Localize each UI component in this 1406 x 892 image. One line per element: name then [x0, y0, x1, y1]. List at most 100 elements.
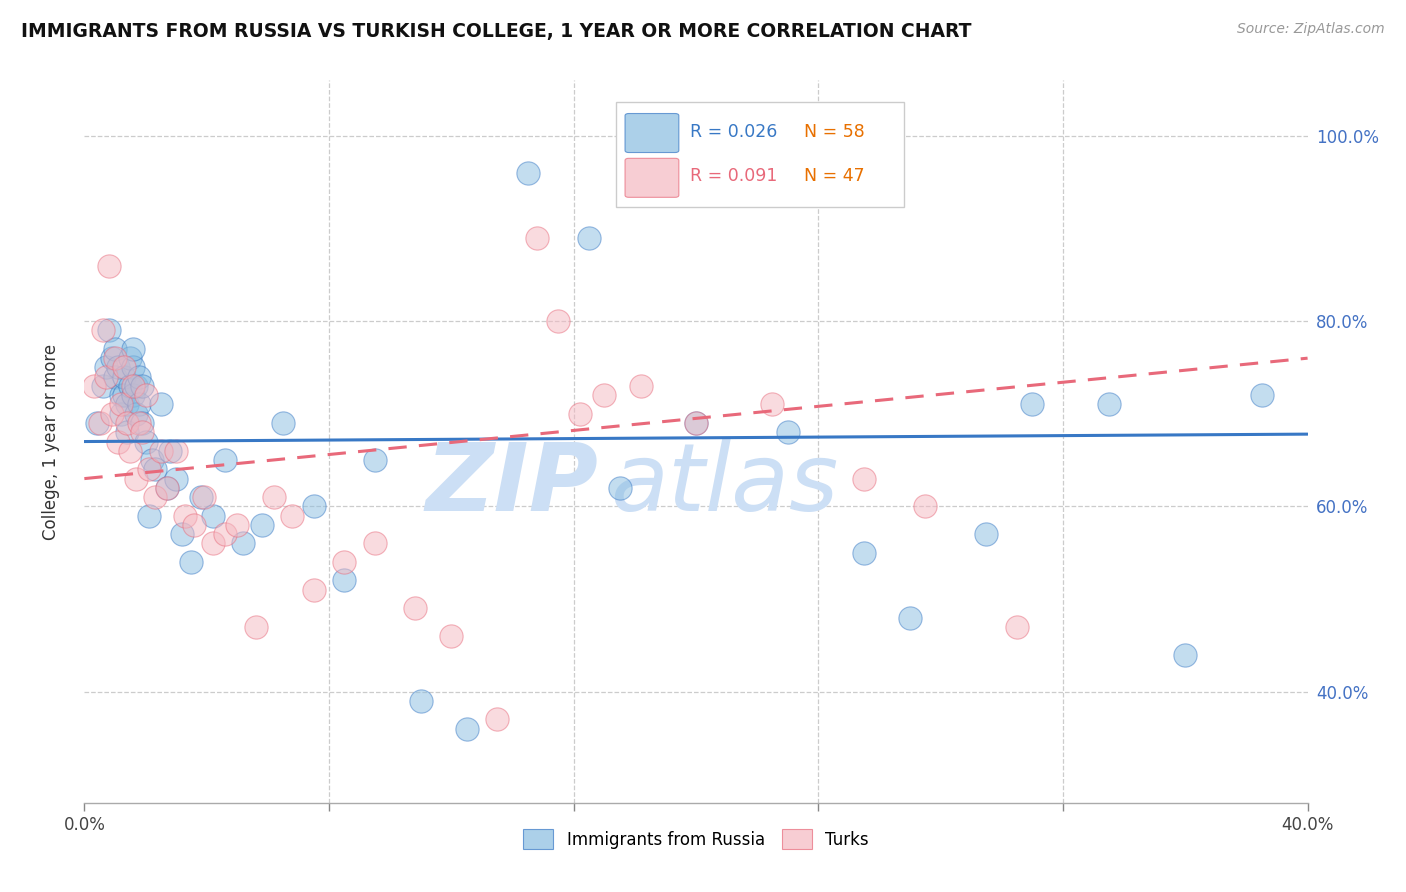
Point — [214, 527, 236, 541]
Point — [107, 434, 129, 449]
Point — [333, 555, 356, 569]
Point — [263, 490, 285, 504]
Point — [302, 582, 325, 597]
Point — [149, 443, 172, 458]
Point — [174, 508, 197, 523]
Point — [107, 360, 129, 375]
Point — [128, 397, 150, 411]
Point — [135, 434, 157, 449]
Point — [250, 517, 273, 532]
Point — [115, 425, 138, 440]
Point — [94, 369, 117, 384]
Point — [125, 472, 148, 486]
Point — [143, 462, 166, 476]
Point — [131, 416, 153, 430]
Point — [180, 555, 202, 569]
Point — [86, 416, 108, 430]
Point — [609, 481, 631, 495]
Point — [232, 536, 254, 550]
Point — [149, 397, 172, 411]
Point — [568, 407, 591, 421]
Point — [128, 369, 150, 384]
Point — [125, 379, 148, 393]
Text: N = 58: N = 58 — [804, 122, 865, 141]
Point — [110, 407, 132, 421]
FancyBboxPatch shape — [616, 102, 904, 207]
Text: N = 47: N = 47 — [804, 168, 865, 186]
Text: R = 0.026: R = 0.026 — [690, 122, 778, 141]
Point — [440, 629, 463, 643]
Point — [104, 369, 127, 384]
Point — [201, 508, 224, 523]
Point — [486, 713, 509, 727]
Point — [156, 481, 179, 495]
Point — [138, 462, 160, 476]
Point — [135, 388, 157, 402]
Point — [101, 351, 124, 366]
Point — [141, 453, 163, 467]
Point — [281, 508, 304, 523]
Point — [122, 388, 145, 402]
Point — [131, 379, 153, 393]
Point — [685, 416, 707, 430]
Text: ZIP: ZIP — [425, 439, 598, 531]
Point — [143, 490, 166, 504]
Point — [364, 536, 387, 550]
Point — [1174, 648, 1197, 662]
Point — [193, 490, 215, 504]
Point — [131, 425, 153, 440]
Point — [110, 388, 132, 402]
Point — [547, 314, 569, 328]
Point — [914, 500, 936, 514]
Point — [1098, 397, 1121, 411]
Point — [112, 388, 135, 402]
Point — [115, 397, 138, 411]
Point — [128, 416, 150, 430]
Point — [138, 508, 160, 523]
Point — [91, 323, 114, 337]
Point — [120, 379, 142, 393]
Point — [456, 722, 478, 736]
Point — [101, 407, 124, 421]
Point — [125, 407, 148, 421]
Legend: Immigrants from Russia, Turks: Immigrants from Russia, Turks — [523, 830, 869, 848]
Point — [1250, 388, 1272, 402]
Point — [110, 397, 132, 411]
Point — [761, 397, 783, 411]
Point — [115, 416, 138, 430]
Point — [97, 259, 120, 273]
Point — [333, 574, 356, 588]
Point — [122, 379, 145, 393]
Point — [853, 546, 876, 560]
Point — [630, 379, 652, 393]
Point — [156, 481, 179, 495]
Point — [226, 517, 249, 532]
Point — [190, 490, 212, 504]
Point — [271, 416, 294, 430]
Point — [83, 379, 105, 393]
FancyBboxPatch shape — [626, 158, 679, 197]
Point — [201, 536, 224, 550]
Point — [183, 517, 205, 532]
Point — [172, 527, 194, 541]
Point — [409, 694, 432, 708]
Point — [776, 425, 799, 440]
Point — [120, 443, 142, 458]
Point — [853, 472, 876, 486]
Point — [516, 166, 538, 180]
Point — [94, 360, 117, 375]
Point — [404, 601, 426, 615]
FancyBboxPatch shape — [626, 113, 679, 153]
Point — [214, 453, 236, 467]
Point — [104, 342, 127, 356]
Point — [685, 416, 707, 430]
Point — [159, 443, 181, 458]
Point — [578, 231, 600, 245]
Point — [89, 416, 111, 430]
Point — [104, 351, 127, 366]
Text: R = 0.091: R = 0.091 — [690, 168, 778, 186]
Point — [976, 527, 998, 541]
Point — [165, 443, 187, 458]
Point — [245, 620, 267, 634]
Y-axis label: College, 1 year or more: College, 1 year or more — [42, 343, 60, 540]
